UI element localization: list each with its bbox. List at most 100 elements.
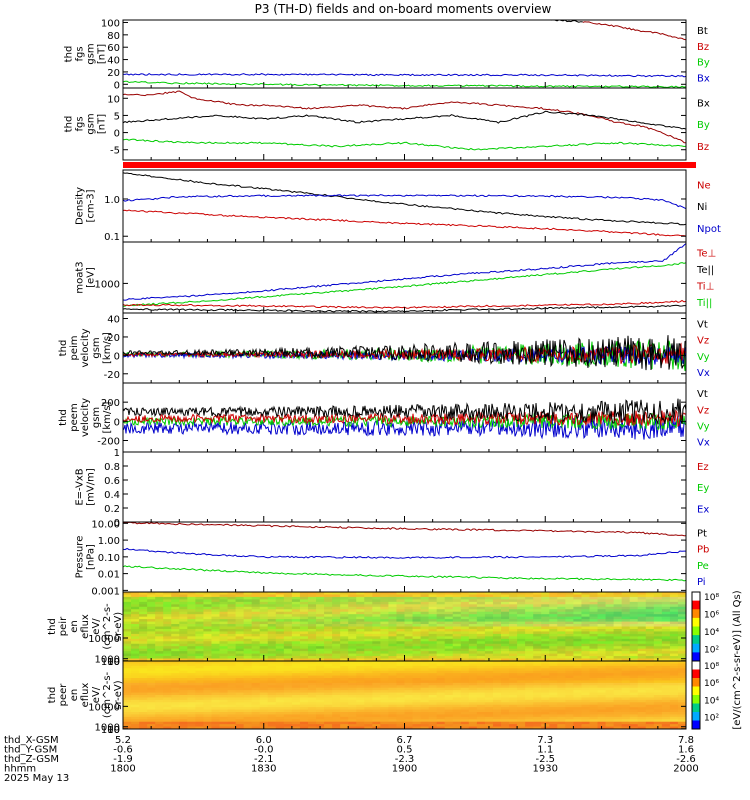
y-axis-label: eV/ — [91, 618, 102, 635]
legend-entry-Ne: Ne — [697, 180, 711, 191]
panel-bar — [123, 162, 696, 168]
legend-entry-Vt: Vt — [697, 389, 708, 400]
y-tick-label: 0 — [114, 351, 120, 362]
y-axis-label: eflux — [80, 683, 91, 708]
legend-entry-Pb: Pb — [697, 545, 709, 556]
y-axis-label: peim — [69, 335, 80, 360]
legend-entry-Bz: Bz — [697, 42, 709, 53]
colorbar-label: [eV/(cm^2-s-sr-eV)] (All Qs) — [732, 590, 743, 729]
legend-entry-Vy: Vy — [697, 352, 710, 363]
series-line-Ni — [123, 172, 686, 226]
series-line-Pb — [123, 522, 686, 537]
x-row-value: 7.8 — [678, 735, 694, 746]
legend-entry-Ex: Ex — [697, 504, 709, 515]
panel-frame — [122, 312, 687, 384]
series-line-Npot — [123, 194, 686, 210]
y-axis-label: en — [69, 689, 80, 702]
y-axis-label: peir — [58, 616, 69, 636]
panel-peem_vel: 200 0 -200 thd peem velocity gsm [km/s] Vt Vz Vy Vx — [58, 382, 710, 453]
legend-entry-Ez: Ez — [697, 462, 709, 473]
x-row-value: 6.7 — [397, 735, 413, 746]
y-axis-label: thd — [64, 116, 75, 133]
legend-entry-Bx: Bx — [697, 98, 710, 109]
y-tick-label: 0.8 — [104, 462, 120, 473]
panel-frame — [122, 241, 687, 314]
x-row-value: 0.5 — [397, 745, 413, 756]
legend-entry-Te⊥: Te⊥ — [696, 249, 716, 260]
panel-efield: 1 0.8 0.6 0.4 0.2 0 E=-VxB [mV/m] Ez Ey Ex — [75, 448, 710, 529]
y-axis-label: en — [69, 620, 80, 633]
y-tick-label: 0 — [114, 417, 120, 428]
x-row-value: 7.3 — [537, 735, 553, 746]
y-tick-label: 0.001 — [91, 586, 120, 597]
colorbar: 10⁸ 10⁶ 10⁴ 10² 10⁸ 10⁶ 10⁴ 10² [eV/(cm^2-s-sr-e… — [691, 590, 743, 730]
flag-bar — [123, 162, 696, 168]
legend-entry-By: By — [697, 120, 710, 131]
panel-peim_vel: 40 20 0 -20 thd peim velocity gsm [km/s] Vt Vz Vy Vx — [58, 312, 710, 384]
series-line-By — [123, 138, 686, 151]
x-row-value: -0.6 — [113, 745, 133, 756]
y-axis-label: (cm^2-s- — [102, 603, 113, 650]
date-label: 2025 May 13 — [4, 773, 69, 784]
y-tick-label: 40 — [107, 56, 120, 67]
y-tick-label: 0.4 — [104, 490, 120, 501]
y-axis-label: velocity — [80, 328, 91, 367]
y-tick-label: 20 — [107, 333, 120, 344]
y-tick-label: 100 — [101, 18, 120, 29]
legend-entry-Ni: Ni — [697, 202, 707, 213]
series-line-Vt — [123, 398, 686, 425]
y-axis-label: (cm^2-s- — [102, 671, 113, 718]
y-axis-label: thd — [47, 618, 58, 635]
legend-entry-Pi: Pi — [697, 577, 706, 588]
y-axis-label: eflux — [80, 614, 91, 639]
legend-entry-Ey: Ey — [697, 483, 709, 494]
colorbar-tick: 10⁴ — [704, 628, 719, 638]
y-tick-label: 0 — [114, 129, 120, 140]
x-row-value: 5.2 — [115, 735, 131, 746]
y-axis-label: eV/ — [91, 686, 102, 703]
legend-entry-By: By — [697, 58, 710, 69]
y-axis-label: sr-eV) — [113, 612, 124, 641]
y-tick-label: 1 — [114, 448, 120, 459]
legend-entry-Ti⊥: Ti⊥ — [696, 282, 714, 293]
x-row-value: 1930 — [533, 764, 558, 775]
y-axis-label: thd — [58, 340, 69, 357]
legend-entry-Vz: Vz — [697, 336, 709, 347]
y-axis-label: moat3 — [75, 261, 86, 293]
y-tick-label: 100 — [101, 725, 120, 736]
colorbar-tick: 10² — [704, 713, 719, 723]
panel-frame — [122, 87, 687, 161]
y-tick-label: 10000 — [88, 702, 120, 713]
y-axis-label: thd — [64, 46, 75, 63]
y-tick-label: 60 — [107, 43, 120, 54]
y-tick-label: 5 — [114, 111, 120, 122]
y-tick-label: 10 — [107, 657, 120, 668]
y-tick-label: 100 — [101, 657, 120, 668]
colorbar-tick: 10⁸ — [704, 593, 719, 603]
spectrogram-peer — [123, 661, 686, 729]
legend-entry-Pe: Pe — [697, 561, 709, 572]
y-axis-label: fgs — [75, 116, 86, 131]
y-axis-label: [cm-3] — [86, 189, 97, 222]
colorbar-tick: 10² — [704, 645, 719, 655]
x-row-value: -2.6 — [676, 754, 696, 765]
x-row-value: -1.9 — [113, 754, 133, 765]
series-line-Vt — [123, 335, 686, 371]
y-axis-label: [nT] — [97, 114, 108, 134]
legend-entry-Vx: Vx — [697, 437, 710, 448]
y-tick-label: 10.00 — [91, 519, 120, 530]
y-axis-label: [km/s] — [102, 401, 113, 433]
y-tick-label: 0 — [114, 518, 120, 529]
legend-entry-Te||: Te|| — [696, 265, 714, 276]
colorbar-tick: 10⁴ — [704, 696, 719, 706]
legend-entry-Pt: Pt — [697, 528, 707, 539]
panel-frame — [122, 521, 687, 593]
legend-entry-Vy: Vy — [697, 421, 710, 432]
legend-entry-Bx: Bx — [697, 74, 710, 85]
y-tick-label: 0.2 — [104, 504, 120, 515]
y-axis-label: gsm — [86, 43, 97, 64]
